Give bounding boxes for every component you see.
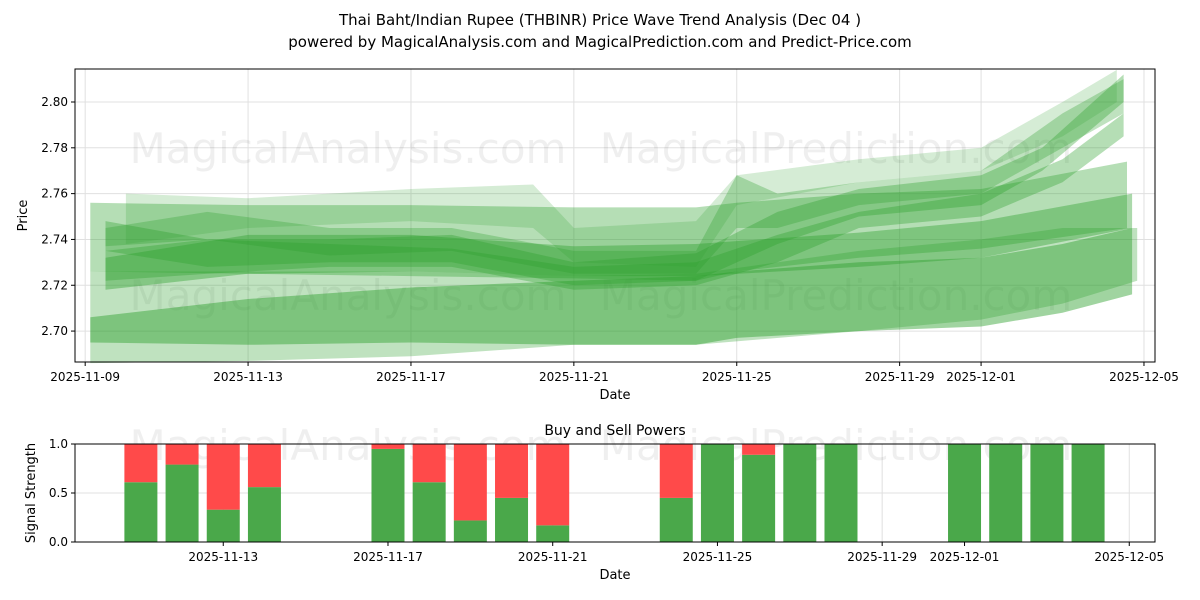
buy-bar: [247, 487, 281, 542]
buy-bar: [948, 444, 982, 542]
x-tick-label: 2025-11-21: [518, 550, 588, 564]
buy-bar: [371, 448, 405, 542]
sell-bar: [371, 444, 405, 449]
price-wave-band: [90, 228, 1138, 364]
x-tick-label: 2025-11-29: [847, 550, 917, 564]
y-tick-label: 2.72: [41, 278, 68, 292]
watermark: MagicalPrediction.com: [600, 271, 1073, 320]
x-axis-label: Date: [599, 568, 630, 583]
x-tick-label: 2025-11-09: [50, 370, 120, 384]
y-tick-label: 1.0: [49, 437, 68, 451]
x-tick-label: 2025-12-05: [1109, 370, 1179, 384]
x-tick-label: 2025-11-13: [213, 370, 283, 384]
x-tick-label: 2025-11-29: [865, 370, 935, 384]
x-tick-label: 2025-12-05: [1094, 550, 1164, 564]
sell-bar: [495, 444, 529, 498]
price-wave-band: [105, 113, 1124, 290]
plot-frame: [74, 68, 1156, 363]
y-axis-label: Signal Strength: [24, 443, 39, 543]
price-wave-band: [125, 69, 1117, 267]
watermark: MagicalAnalysis.com: [130, 271, 567, 320]
watermark: MagicalAnalysis.com: [130, 124, 567, 173]
buy-bar: [124, 482, 158, 542]
buy-bar: [495, 497, 529, 542]
watermark: MagicalPrediction.com: [600, 124, 1073, 173]
price-wave-band: [90, 228, 1133, 345]
sell-bar: [206, 444, 240, 510]
buy-bar: [783, 444, 817, 542]
buy-bar: [536, 525, 570, 542]
buy-bar: [165, 464, 199, 542]
buy-bar: [989, 444, 1023, 542]
sell-bar: [124, 444, 158, 483]
x-tick-label: 2025-12-01: [930, 550, 1000, 564]
x-axis-label: Date: [599, 388, 630, 403]
x-tick-label: 2025-11-17: [353, 550, 423, 564]
sell-bar: [247, 444, 281, 488]
x-tick-label: 2025-11-25: [683, 550, 753, 564]
y-tick-label: 2.70: [41, 324, 68, 338]
x-tick-label: 2025-11-17: [376, 370, 446, 384]
y-tick-label: 2.76: [41, 187, 68, 201]
buy-bar: [700, 444, 734, 542]
price-wave-band: [90, 161, 1127, 281]
sell-bar: [165, 444, 199, 465]
price-wave-band: [105, 193, 1133, 290]
y-tick-label: 0.0: [49, 535, 68, 549]
price-wave-band: [105, 74, 1124, 286]
x-tick-label: 2025-12-01: [946, 370, 1016, 384]
price-chart: 2025-11-09 2025-11-13 2025-11-17 2025-11-21…: [16, 68, 1179, 403]
plot-frame: [74, 443, 1156, 543]
buy-bar: [1030, 444, 1064, 542]
x-tick-label: 2025-11-21: [539, 370, 609, 384]
sell-bar: [536, 444, 570, 526]
sell-bar: [742, 444, 776, 455]
y-tick-label: 2.74: [41, 232, 68, 246]
y-tick-label: 0.5: [49, 486, 68, 500]
buy-bar: [824, 444, 858, 542]
signal-chart: Buy and Sell Powers 2025-11-13 2025-11-17 2…: [24, 421, 1164, 583]
buy-bar: [206, 509, 240, 542]
buy-bar: [659, 497, 693, 542]
sell-bar: [659, 444, 693, 498]
sell-bar: [412, 444, 446, 483]
x-tick-label: 2025-11-25: [702, 370, 772, 384]
watermark: MagicalAnalysis.com: [130, 421, 567, 470]
y-axis-label: Price: [16, 200, 31, 232]
buy-bar: [412, 482, 446, 542]
chart-subtitle: powered by MagicalAnalysis.com and Magic…: [288, 33, 912, 51]
sell-bar: [453, 444, 487, 521]
y-tick-label: 2.80: [41, 95, 68, 109]
y-tick-label: 2.78: [41, 141, 68, 155]
chart-title: Thai Baht/Indian Rupee (THBINR) Price Wa…: [338, 11, 861, 29]
x-tick-label: 2025-11-13: [188, 550, 258, 564]
buy-bar: [1071, 444, 1105, 542]
subchart-title: Buy and Sell Powers: [544, 423, 685, 439]
buy-bar: [742, 454, 776, 542]
buy-bar: [453, 520, 487, 542]
